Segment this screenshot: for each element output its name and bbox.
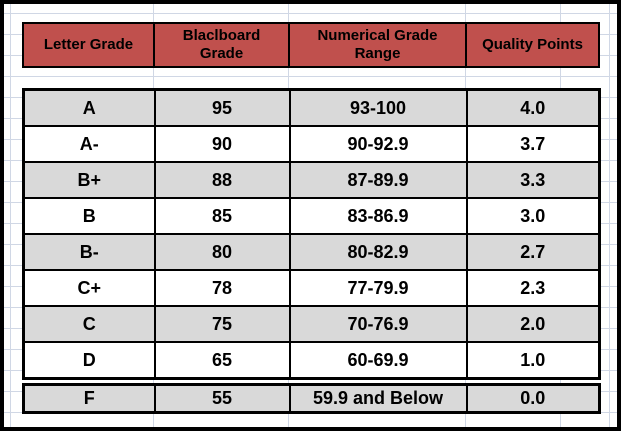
cell-quality-points[interactable]: 2.0 bbox=[465, 305, 601, 343]
cell-letter-grade[interactable]: B+ bbox=[22, 161, 156, 199]
cell-letter-grade[interactable]: A bbox=[22, 88, 156, 127]
grade-table-header: Letter Grade Blaclboard Grade Numerical … bbox=[22, 22, 600, 68]
cell-quality-points[interactable]: 3.3 bbox=[465, 161, 601, 199]
cell-quality-points[interactable]: 3.7 bbox=[465, 125, 601, 163]
cell-blackboard-grade[interactable]: 80 bbox=[153, 233, 291, 271]
cell-quality-points[interactable]: 2.3 bbox=[465, 269, 601, 307]
header-row: Letter Grade Blaclboard Grade Numerical … bbox=[22, 22, 600, 68]
cell-blackboard-grade[interactable]: 88 bbox=[153, 161, 291, 199]
cell-numerical-range[interactable]: 93-100 bbox=[288, 88, 468, 127]
cell-letter-grade[interactable]: B- bbox=[22, 233, 156, 271]
vertical-gridline bbox=[10, 4, 11, 427]
cell-blackboard-grade[interactable]: 90 bbox=[153, 125, 291, 163]
cell-quality-points[interactable]: 4.0 bbox=[465, 88, 601, 127]
cell-numerical-range[interactable]: 80-82.9 bbox=[288, 233, 468, 271]
grade-row-a: A 95 93-100 4.0 bbox=[22, 88, 601, 127]
header-cell-blackboard-grade[interactable]: Blaclboard Grade bbox=[153, 22, 290, 68]
grade-table-body: A 95 93-100 4.0 A- 90 90-92.9 3.7 B+ 88 … bbox=[22, 88, 601, 380]
cell-blackboard-grade[interactable]: 65 bbox=[153, 341, 291, 380]
cell-blackboard-grade[interactable]: 55 bbox=[153, 383, 291, 414]
cell-numerical-range[interactable]: 83-86.9 bbox=[288, 197, 468, 235]
cell-letter-grade[interactable]: F bbox=[22, 383, 156, 414]
cell-letter-grade[interactable]: C+ bbox=[22, 269, 156, 307]
grade-row-f: F 55 59.9 and Below 0.0 bbox=[22, 383, 601, 414]
grade-row-b-minus: B- 80 80-82.9 2.7 bbox=[22, 233, 601, 271]
cell-numerical-range[interactable]: 59.9 and Below bbox=[288, 383, 468, 414]
cell-blackboard-grade[interactable]: 85 bbox=[153, 197, 291, 235]
header-cell-numerical-range[interactable]: Numerical Grade Range bbox=[288, 22, 467, 68]
grade-row-c: C 75 70-76.9 2.0 bbox=[22, 305, 601, 343]
cell-numerical-range[interactable]: 90-92.9 bbox=[288, 125, 468, 163]
cell-numerical-range[interactable]: 77-79.9 bbox=[288, 269, 468, 307]
cell-letter-grade[interactable]: C bbox=[22, 305, 156, 343]
cell-letter-grade[interactable]: D bbox=[22, 341, 156, 380]
cell-quality-points[interactable]: 1.0 bbox=[465, 341, 601, 380]
cell-quality-points[interactable]: 2.7 bbox=[465, 233, 601, 271]
cell-blackboard-grade[interactable]: 95 bbox=[153, 88, 291, 127]
grade-row-c-plus: C+ 78 77-79.9 2.3 bbox=[22, 269, 601, 307]
cell-letter-grade[interactable]: A- bbox=[22, 125, 156, 163]
grade-table-f-row: F 55 59.9 and Below 0.0 bbox=[22, 383, 601, 414]
cell-quality-points[interactable]: 0.0 bbox=[465, 383, 601, 414]
cell-letter-grade[interactable]: B bbox=[22, 197, 156, 235]
header-cell-quality-points[interactable]: Quality Points bbox=[465, 22, 600, 68]
header-cell-letter-grade[interactable]: Letter Grade bbox=[22, 22, 155, 68]
grade-row-a-minus: A- 90 90-92.9 3.7 bbox=[22, 125, 601, 163]
cell-blackboard-grade[interactable]: 75 bbox=[153, 305, 291, 343]
cell-blackboard-grade[interactable]: 78 bbox=[153, 269, 291, 307]
cell-numerical-range[interactable]: 87-89.9 bbox=[288, 161, 468, 199]
vertical-gridline bbox=[609, 4, 610, 427]
grade-row-d: D 65 60-69.9 1.0 bbox=[22, 341, 601, 380]
cell-numerical-range[interactable]: 70-76.9 bbox=[288, 305, 468, 343]
grade-row-b-plus: B+ 88 87-89.9 3.3 bbox=[22, 161, 601, 199]
cell-quality-points[interactable]: 3.0 bbox=[465, 197, 601, 235]
grade-row-b: B 85 83-86.9 3.0 bbox=[22, 197, 601, 235]
cell-numerical-range[interactable]: 60-69.9 bbox=[288, 341, 468, 380]
